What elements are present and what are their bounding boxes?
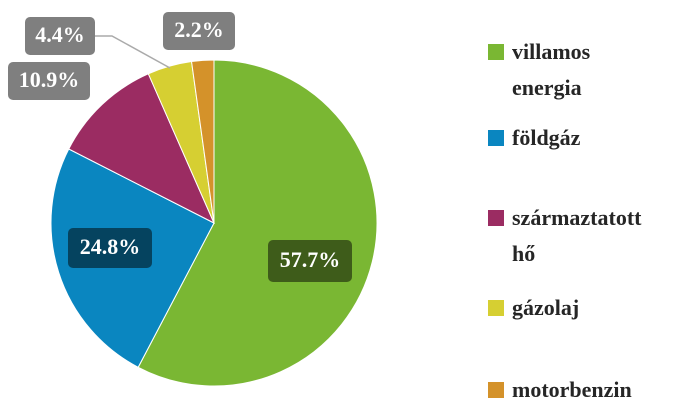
data-label: 10.9% — [8, 62, 90, 100]
legend-item: villamos energia — [488, 34, 663, 106]
label-text: 4.4% — [35, 22, 85, 47]
legend-swatch — [488, 382, 504, 398]
label-box — [268, 240, 352, 282]
legend-label: gázolaj — [512, 295, 580, 320]
label-box — [25, 17, 95, 55]
label-box — [8, 62, 90, 100]
legend-item: motorbenzin — [488, 372, 663, 408]
pie-slice — [190, 59, 215, 224]
legend-label: származtatott hő — [512, 205, 642, 266]
legend-label: földgáz — [512, 125, 581, 150]
label-box — [68, 228, 152, 268]
legend-label: motorbenzin — [512, 377, 632, 402]
legend-swatch — [488, 130, 504, 146]
legend-label: villamos energia — [512, 39, 591, 100]
label-text: 2.2% — [174, 17, 224, 42]
data-label: 2.2% — [163, 12, 235, 50]
label-text: 24.8% — [80, 234, 141, 259]
pie-slice — [137, 59, 378, 387]
legend-item: gázolaj — [488, 290, 663, 326]
data-label: 57.7% — [268, 240, 352, 282]
label-box — [163, 12, 235, 50]
leader-line — [95, 35, 171, 69]
label-text: 57.7% — [280, 247, 341, 272]
data-label: 24.8% — [68, 228, 152, 268]
legend-swatch — [488, 44, 504, 60]
legend-item: földgáz — [488, 120, 663, 156]
legend-swatch — [488, 210, 504, 226]
pie-slice — [68, 73, 216, 225]
label-text: 10.9% — [19, 67, 80, 92]
data-label: 4.4% — [25, 17, 95, 55]
legend-item: származtatott hő — [488, 200, 663, 272]
legend-swatch — [488, 300, 504, 316]
